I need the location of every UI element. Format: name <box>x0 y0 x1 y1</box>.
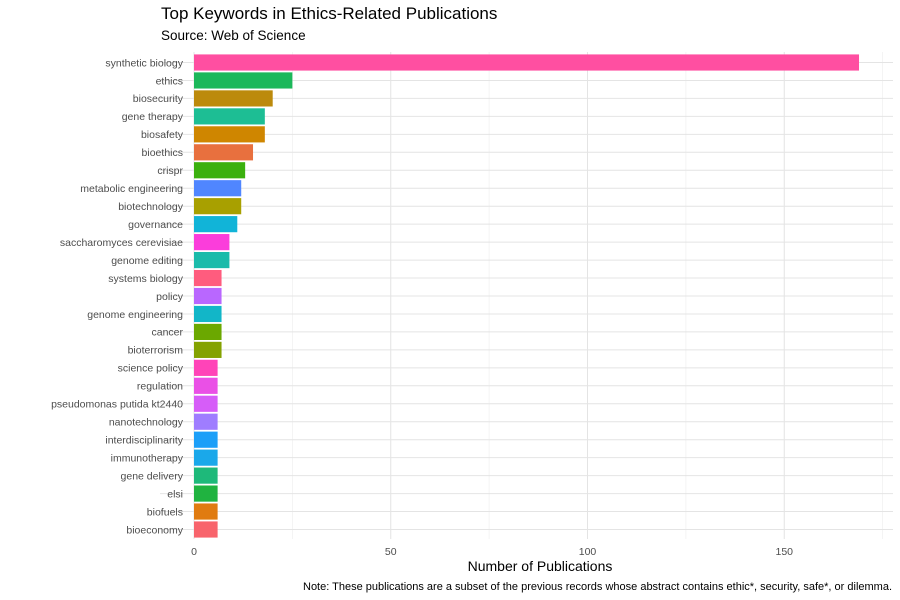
bar <box>194 54 860 71</box>
y-tick-label: bioeconomy <box>126 524 183 536</box>
y-tick-label: metabolic engineering <box>80 183 183 195</box>
y-tick-label: interdisciplinarity <box>105 434 183 446</box>
y-tick-label: nanotechnology <box>109 417 184 429</box>
bar <box>194 485 218 502</box>
x-axis-title-text: Number of Publications <box>467 558 613 574</box>
y-tick-label: genome engineering <box>87 309 183 321</box>
chart-caption: Note: These publications are a subset of… <box>303 581 892 593</box>
y-tick-label: gene therapy <box>122 111 184 123</box>
y-tick-label: biosecurity <box>133 93 184 105</box>
bar <box>194 90 273 107</box>
y-tick-label: crispr <box>157 165 183 177</box>
y-tick-label: pseudomonas putida kt2440 <box>51 399 183 411</box>
bar <box>194 108 265 125</box>
y-tick-label: cancer <box>151 327 183 339</box>
y-tick-label: policy <box>156 291 184 303</box>
y-tick-label: immunotherapy <box>111 452 184 464</box>
y-tick-label: bioterrorism <box>128 345 184 357</box>
bar <box>194 162 246 179</box>
chart-title: Top Keywords in Ethics-Related Publicati… <box>161 4 498 23</box>
bar <box>194 413 218 430</box>
bar <box>194 251 230 269</box>
bar <box>194 341 222 358</box>
y-tick-label: governance <box>128 219 183 231</box>
bar <box>194 269 222 287</box>
y-tick-label: biotechnology <box>118 201 184 213</box>
y-tick-label: biosafety <box>141 129 184 141</box>
bars <box>194 54 860 538</box>
y-tick-label: saccharomyces cerevisiae <box>60 237 183 249</box>
x-axis-title: Number of Publications <box>0 558 900 574</box>
y-tick-label: systems biology <box>108 273 183 285</box>
bar <box>194 305 222 323</box>
bar <box>194 198 242 215</box>
y-tick-label: science policy <box>118 363 184 375</box>
bar <box>194 395 218 412</box>
bar <box>194 72 293 89</box>
y-tick-label: genome editing <box>111 255 183 267</box>
bar <box>194 234 230 251</box>
grid-lines <box>160 52 893 539</box>
x-tick-label: 50 <box>385 546 397 558</box>
bar <box>194 521 218 538</box>
x-tick-label: 150 <box>775 546 793 558</box>
bar <box>194 144 254 161</box>
x-tick-label: 100 <box>579 546 597 558</box>
y-tick-label: gene delivery <box>121 470 184 482</box>
bar <box>194 359 218 376</box>
bar <box>194 216 238 233</box>
bar <box>194 377 218 394</box>
y-tick-label: biofuels <box>147 506 183 518</box>
x-tick-label: 0 <box>191 546 197 558</box>
bar <box>194 449 218 466</box>
bar <box>194 503 218 520</box>
y-tick-label: bioethics <box>142 147 183 159</box>
bar <box>194 287 222 305</box>
bar <box>194 323 222 341</box>
y-tick-label: elsi <box>167 488 183 500</box>
chart-subtitle: Source: Web of Science <box>161 28 306 43</box>
y-tick-label: ethics <box>156 75 183 87</box>
bar <box>194 431 218 448</box>
bar <box>194 467 218 484</box>
y-tick-label: synthetic biology <box>105 57 183 69</box>
bar <box>194 180 242 197</box>
y-tick-label: regulation <box>137 381 183 393</box>
x-tick-labels: 0 50 100 150 <box>191 546 793 558</box>
y-tick-labels: synthetic biology ethics biosecurity gene t… <box>51 57 184 536</box>
bar <box>194 126 265 143</box>
